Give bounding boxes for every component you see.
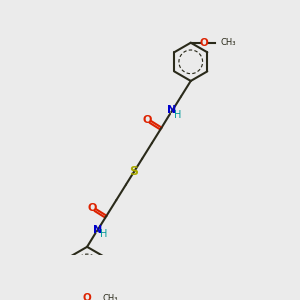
Text: O: O xyxy=(200,38,208,48)
Text: H: H xyxy=(100,229,108,239)
Text: O: O xyxy=(87,203,97,213)
Text: S: S xyxy=(130,165,139,178)
Text: O: O xyxy=(83,293,92,300)
Text: H: H xyxy=(174,110,182,120)
Text: CH₃: CH₃ xyxy=(221,38,236,47)
Text: N: N xyxy=(93,224,102,235)
Text: N: N xyxy=(167,105,176,115)
Text: CH₃: CH₃ xyxy=(103,294,118,300)
Text: O: O xyxy=(142,115,152,124)
